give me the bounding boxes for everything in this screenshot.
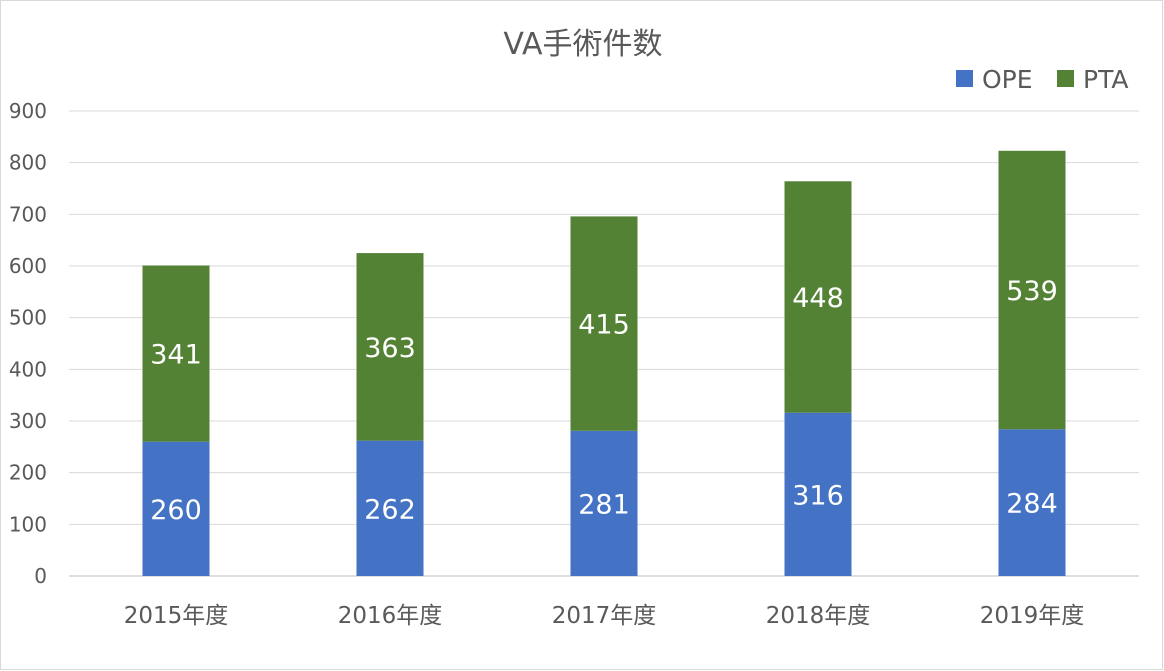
legend: OPE PTA	[956, 65, 1129, 94]
y-tick-label: 400	[9, 357, 47, 381]
y-tick-label: 700	[9, 202, 47, 226]
bar-ope	[784, 412, 852, 576]
y-tick-label: 300	[9, 409, 47, 433]
x-category-label: 2017年度	[552, 603, 657, 629]
y-tick-label: 900	[9, 99, 47, 123]
legend-swatch-pta	[1057, 70, 1074, 87]
bars	[142, 150, 1066, 576]
bar-ope	[142, 441, 210, 576]
legend-swatch-ope	[956, 70, 973, 87]
bar-ope	[998, 429, 1066, 576]
data-label-pta: 415	[578, 310, 630, 341]
y-tick-label: 200	[9, 461, 47, 485]
data-labels: 260 341 262 363 281 415 316 448 284 539	[150, 276, 1058, 526]
data-label-ope: 284	[1006, 489, 1058, 520]
x-category-label: 2016年度	[338, 603, 443, 629]
bar-pta	[142, 265, 210, 442]
y-tick-label: 600	[9, 254, 47, 278]
bar-pta	[784, 181, 852, 413]
y-tick-label: 500	[9, 306, 47, 330]
data-label-pta: 363	[364, 333, 416, 364]
chart-title: VA手術件数	[503, 27, 662, 62]
x-category-label: 2015年度	[124, 603, 229, 629]
bar-pta	[356, 253, 424, 441]
x-category-label: 2019年度	[980, 603, 1085, 629]
x-axis-categories: 2015年度 2016年度 2017年度 2018年度 2019年度	[124, 603, 1085, 629]
data-label-pta: 448	[792, 283, 844, 314]
bar-ope	[570, 430, 638, 576]
bar-ope	[356, 440, 424, 576]
data-label-ope: 260	[150, 495, 202, 526]
data-label-ope: 262	[364, 494, 416, 525]
data-label-pta: 539	[1006, 276, 1058, 307]
y-axis-ticks: 0 100 200 300 400 500 600 700 800 900	[9, 99, 47, 588]
data-label-ope: 281	[578, 489, 630, 520]
x-category-label: 2018年度	[766, 603, 871, 629]
legend-label-pta: PTA	[1083, 65, 1129, 94]
legend-label-ope: OPE	[982, 65, 1033, 94]
data-label-pta: 341	[150, 340, 202, 371]
bar-pta	[570, 216, 638, 431]
bar-pta	[998, 150, 1066, 430]
y-tick-label: 800	[9, 151, 47, 175]
data-label-ope: 316	[792, 480, 844, 511]
y-tick-label: 0	[34, 564, 47, 588]
y-tick-label: 100	[9, 512, 47, 536]
